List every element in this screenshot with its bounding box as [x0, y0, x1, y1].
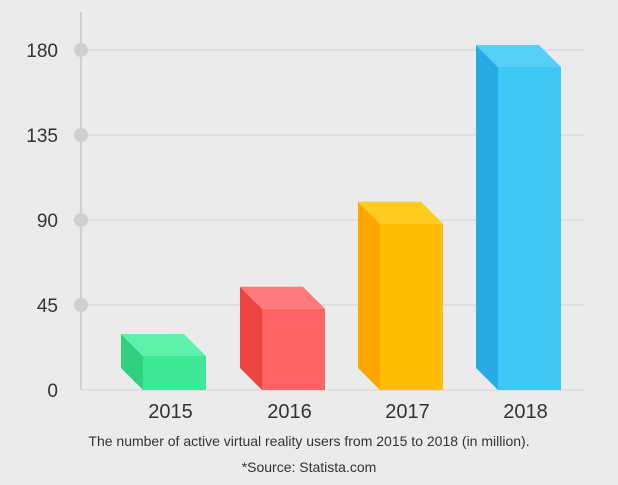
- bar: [498, 67, 561, 390]
- bar-top: [476, 45, 561, 67]
- bar: [380, 223, 443, 390]
- bar: [262, 308, 325, 390]
- y-tick-label: 180: [26, 41, 58, 62]
- bar-side: [358, 201, 380, 390]
- y-tick-dot: [74, 43, 88, 57]
- x-tick-label: 2017: [385, 401, 430, 423]
- bar-top: [121, 334, 206, 356]
- chart-caption: The number of active virtual reality use…: [88, 433, 530, 449]
- y-tick-label: 135: [26, 126, 58, 147]
- x-tick-label: 2018: [503, 401, 548, 423]
- x-tick-label: 2016: [267, 401, 312, 423]
- source-note: *Source: Statista.com: [241, 459, 377, 475]
- bar-side: [121, 334, 143, 390]
- bar-chart: 0 45 90 135 180 2015 2016 2017 2018: [26, 12, 584, 423]
- bar-top: [358, 201, 443, 224]
- y-tick-label: 90: [37, 211, 58, 232]
- y-tick-dot: [74, 213, 88, 227]
- bar-side: [240, 286, 262, 390]
- bar-side: [476, 45, 498, 390]
- x-tick-label: 2015: [148, 401, 193, 423]
- y-tick-dot: [74, 128, 88, 142]
- bar: [143, 356, 206, 390]
- y-tick-dot: [74, 298, 88, 312]
- y-tick-label: 45: [37, 296, 58, 317]
- bar-top: [240, 286, 325, 309]
- y-tick-label: 0: [47, 381, 58, 402]
